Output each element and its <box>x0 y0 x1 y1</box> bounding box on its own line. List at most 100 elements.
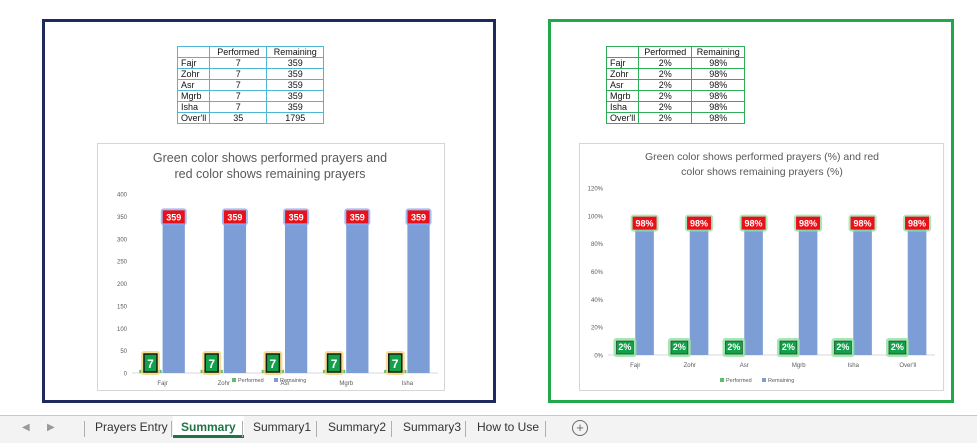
table-row: Zohr 7 359 <box>176 68 325 80</box>
table-cell[interactable]: 2% <box>638 68 693 80</box>
table-header-cell[interactable]: Performed <box>638 46 693 58</box>
table-cell[interactable]: 359 <box>266 90 325 102</box>
y-tick-label: 50 <box>120 349 127 355</box>
bar-remaining <box>907 218 927 355</box>
data-label-performed: 7 <box>331 357 338 371</box>
table-row: Isha 2% 98% <box>605 101 746 113</box>
data-label-remaining: 359 <box>227 212 242 222</box>
y-tick-label: 100 <box>117 327 128 333</box>
tab-summary3[interactable]: Summary3 <box>403 420 462 434</box>
table-cell[interactable]: Fajr <box>176 57 211 69</box>
x-tick-label: Asr <box>740 363 749 369</box>
count-chart-svg: Green color shows performed prayers and r… <box>117 151 438 387</box>
tab-summary2[interactable]: Summary2 <box>328 420 387 434</box>
tab-how-to-use[interactable]: How to Use <box>477 420 540 434</box>
data-label-remaining: 359 <box>350 212 365 222</box>
percent-chart[interactable]: Green color shows performed prayers (%) … <box>579 143 944 391</box>
table-cell[interactable]: 359 <box>266 101 325 113</box>
table-cell[interactable]: 98% <box>691 112 746 124</box>
data-label-remaining: 98% <box>745 219 763 229</box>
table-cell[interactable]: Asr <box>176 79 211 91</box>
table-cell[interactable]: 1795 <box>266 112 325 124</box>
legend-label-performed: Performed <box>726 378 752 384</box>
data-label-bg <box>632 216 657 230</box>
y-tick-label: 200 <box>117 282 128 288</box>
table-cell[interactable]: 2% <box>638 90 693 102</box>
data-label-performed: 7 <box>270 357 277 371</box>
x-tick-label: Asr <box>281 381 290 387</box>
tab-summary[interactable]: Summary <box>173 416 244 438</box>
data-label-bg <box>407 210 430 224</box>
table-cell[interactable]: 98% <box>691 90 746 102</box>
table-cell[interactable]: Over'll <box>176 112 211 124</box>
table-cell[interactable]: 2% <box>638 79 693 91</box>
data-label-bg <box>346 210 369 224</box>
table-cell[interactable]: Asr <box>605 79 640 91</box>
table-cell[interactable]: 2% <box>638 101 693 113</box>
bar-remaining <box>689 218 709 355</box>
table-cell[interactable]: 98% <box>691 101 746 113</box>
table-cell[interactable]: 7 <box>209 57 268 69</box>
bar-remaining <box>635 218 654 355</box>
plus-circle-icon[interactable]: + <box>572 420 588 436</box>
table-header-cell[interactable] <box>605 46 640 58</box>
data-label-bg <box>796 216 821 230</box>
tab-divider <box>316 421 317 437</box>
table-header-cell[interactable]: Remaining <box>691 46 746 58</box>
chart-title: color shows remaining prayers (%) <box>681 166 843 178</box>
legend-label-remaining: Remaining <box>768 378 794 384</box>
count-chart[interactable]: Green color shows performed prayers and r… <box>97 143 445 391</box>
bar-remaining <box>853 218 872 355</box>
data-label-bg <box>834 340 852 355</box>
table-cell[interactable]: 7 <box>209 90 268 102</box>
table-cell[interactable]: 98% <box>691 79 746 91</box>
table-header-row: Performed Remaining <box>176 46 325 58</box>
table-cell[interactable]: Fajr <box>605 57 640 69</box>
table-cell[interactable]: 98% <box>691 68 746 80</box>
chevron-right-icon[interactable]: ▶ <box>47 422 55 433</box>
table-cell[interactable]: 7 <box>209 68 268 80</box>
table-row: Isha 7 359 <box>176 101 325 113</box>
table-cell[interactable]: Zohr <box>176 68 211 80</box>
table-cell[interactable]: Mgrb <box>176 90 211 102</box>
table-cell[interactable]: 359 <box>266 79 325 91</box>
chart-title: Green color shows performed prayers (%) … <box>645 151 879 163</box>
table-cell[interactable]: Isha <box>605 101 640 113</box>
data-label-remaining: 98% <box>799 219 817 229</box>
tab-divider <box>465 421 466 437</box>
table-cell[interactable]: 7 <box>209 79 268 91</box>
table-header-row: Performed Remaining <box>605 46 746 58</box>
table-cell[interactable]: 2% <box>638 112 693 124</box>
table-cell[interactable]: Mgrb <box>605 90 640 102</box>
table-row: Mgrb 7 359 <box>176 90 325 102</box>
table-header-cell[interactable]: Remaining <box>266 46 325 58</box>
y-tick-label: 20% <box>591 326 604 332</box>
data-label-remaining: 98% <box>908 219 926 229</box>
table-cell[interactable]: Over'll <box>605 112 640 124</box>
y-tick-label: 350 <box>117 215 128 221</box>
table-cell[interactable]: 359 <box>266 68 325 80</box>
table-cell[interactable]: 2% <box>638 57 693 69</box>
chevron-left-icon[interactable]: ◀ <box>22 422 30 433</box>
table-cell[interactable]: Isha <box>176 101 211 113</box>
legend-label-remaining: Remaining <box>280 378 306 384</box>
table-cell[interactable]: Zohr <box>605 68 640 80</box>
x-tick-label: Isha <box>402 381 414 387</box>
data-label-performed: 2% <box>836 342 849 352</box>
y-tick-label: 100% <box>588 214 604 220</box>
data-label-performed: 2% <box>673 342 686 352</box>
y-tick-label: 80% <box>591 242 604 248</box>
data-label-remaining: 359 <box>289 212 304 222</box>
table-header-cell[interactable] <box>176 46 211 58</box>
chart-title: Green color shows performed prayers and <box>153 151 387 165</box>
y-tick-label: 0 <box>124 372 128 378</box>
data-label-bg <box>850 216 875 230</box>
table-header-cell[interactable]: Performed <box>209 46 268 58</box>
table-cell[interactable]: 359 <box>266 57 325 69</box>
table-cell[interactable]: 35 <box>209 112 268 124</box>
table-cell[interactable]: 7 <box>209 101 268 113</box>
tab-prayers-entry[interactable]: Prayers Entry <box>95 420 168 434</box>
tab-divider <box>391 421 392 437</box>
tab-summary1[interactable]: Summary1 <box>253 420 312 434</box>
table-cell[interactable]: 98% <box>691 57 746 69</box>
